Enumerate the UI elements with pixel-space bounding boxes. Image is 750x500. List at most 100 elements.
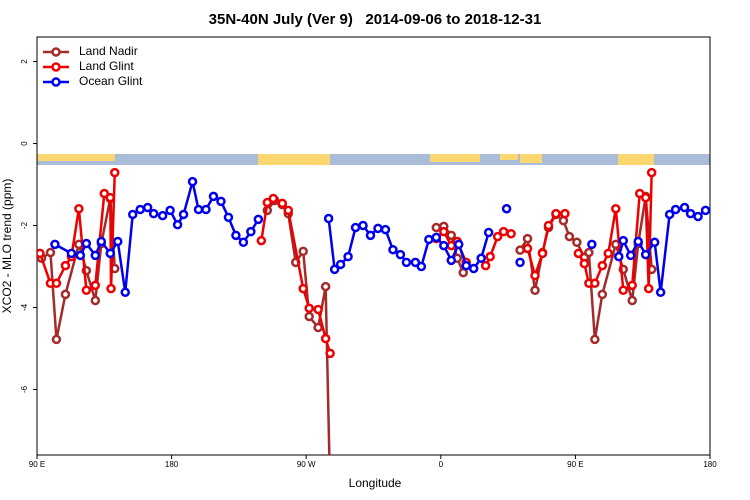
data-point	[485, 251, 495, 262]
data-point	[649, 237, 660, 248]
data-point	[201, 204, 211, 215]
data-point	[515, 257, 525, 268]
data-point	[329, 264, 340, 275]
data-point	[461, 260, 471, 271]
data-point	[343, 251, 353, 262]
data-point	[350, 222, 361, 233]
data-point	[693, 211, 703, 222]
data-point	[51, 334, 62, 345]
data-point	[313, 304, 323, 315]
data-point	[37, 248, 45, 259]
y-tick-label: -2	[20, 221, 29, 229]
data-point	[633, 236, 643, 247]
data-point	[530, 270, 540, 281]
data-point	[537, 248, 548, 259]
data-point	[522, 233, 533, 244]
data-point	[468, 263, 479, 274]
legend-marker	[51, 77, 61, 87]
data-point	[373, 223, 383, 234]
data-point	[614, 251, 624, 262]
data-point	[590, 334, 600, 345]
x-tick-label: 0	[439, 460, 444, 469]
x-tick-label: 180	[703, 460, 717, 469]
data-point	[685, 208, 696, 219]
x-tick-label: 90 E	[567, 460, 583, 469]
data-point	[298, 246, 308, 257]
data-point	[380, 224, 391, 235]
data-point	[446, 230, 457, 241]
data-point	[165, 205, 175, 216]
data-point	[446, 255, 457, 266]
data-point	[99, 188, 110, 199]
data-point	[587, 239, 597, 250]
data-point	[618, 285, 629, 296]
data-point	[395, 249, 406, 260]
data-point	[634, 188, 645, 199]
data-point	[323, 213, 334, 224]
data-point	[216, 196, 226, 207]
data-point	[51, 278, 62, 289]
data-point	[335, 259, 346, 270]
data-point	[110, 167, 120, 178]
legend-label: Land Nadir	[79, 44, 138, 58]
data-point	[231, 230, 241, 241]
data-point	[142, 202, 153, 213]
data-point	[560, 208, 570, 219]
data-point	[45, 247, 56, 258]
data-point	[573, 248, 584, 259]
data-point	[256, 235, 267, 246]
y-tick-label: -6	[20, 385, 29, 393]
data-point	[157, 210, 168, 221]
x-axis-label: Longitude	[349, 476, 402, 490]
data-point	[679, 202, 690, 213]
data-point	[113, 236, 123, 247]
data-point	[178, 209, 189, 220]
legend-label: Land Glint	[79, 59, 134, 73]
data-point	[564, 231, 575, 242]
y-tick-label: 0	[20, 141, 29, 146]
data-point	[597, 289, 608, 300]
data-point	[579, 258, 590, 269]
data-point	[431, 232, 442, 243]
data-point	[431, 222, 442, 233]
data-point	[618, 235, 629, 246]
data-point	[700, 205, 710, 216]
data-point	[74, 203, 84, 214]
data-point	[320, 333, 331, 344]
y-axis-label: XCO2 - MLO trend (ppm)	[0, 179, 14, 314]
data-point	[268, 193, 279, 204]
data-point	[105, 248, 116, 259]
data-point	[492, 231, 503, 242]
x-tick-label: 90 W	[297, 460, 316, 469]
data-point	[283, 205, 294, 216]
data-point	[424, 234, 434, 245]
legend-label: Ocean Glint	[79, 74, 143, 88]
land-ocean-strip	[37, 154, 710, 165]
data-point	[60, 289, 71, 300]
data-point	[439, 240, 449, 251]
data-point	[480, 260, 491, 271]
data-point	[365, 230, 376, 241]
data-point	[483, 227, 494, 238]
y-tick-label: 2	[20, 59, 29, 64]
y-tick-label: -4	[20, 303, 29, 311]
plot-area	[37, 167, 710, 455]
data-point	[530, 285, 540, 296]
data-point	[453, 239, 464, 250]
data-point	[81, 285, 92, 296]
x-tick-label: 90 E	[29, 460, 45, 469]
data-point	[320, 281, 331, 292]
data-point	[522, 243, 533, 254]
data-point	[498, 226, 509, 237]
data-point	[106, 283, 116, 294]
data-point	[611, 203, 621, 214]
data-point	[208, 191, 219, 202]
data-point	[313, 322, 323, 333]
data-point	[298, 283, 308, 294]
data-point	[640, 249, 651, 260]
data-point	[664, 209, 675, 220]
data-point	[120, 287, 130, 298]
data-point	[253, 214, 264, 225]
